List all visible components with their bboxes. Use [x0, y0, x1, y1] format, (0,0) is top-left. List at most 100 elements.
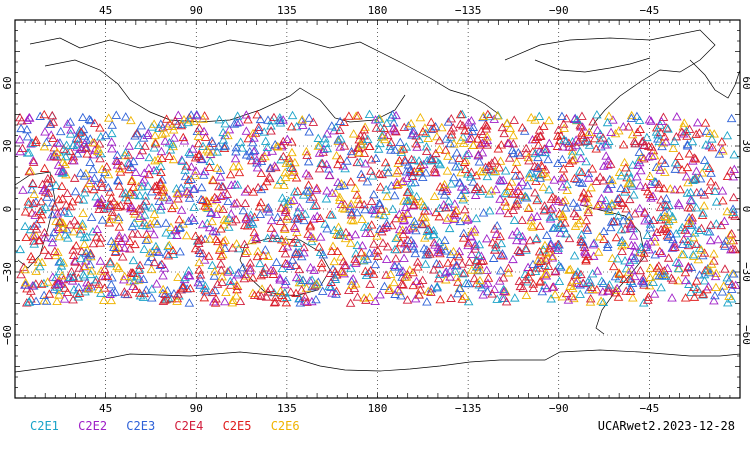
observation-marker: [57, 181, 67, 190]
observation-marker: [225, 276, 236, 285]
legend-item-c2e4: C2E4: [174, 419, 204, 433]
observation-marker: [635, 124, 645, 133]
observation-marker: [559, 223, 569, 232]
observation-marker: [718, 281, 729, 290]
observation-marker: [126, 115, 136, 125]
observation-marker: [200, 201, 210, 210]
observation-marker: [180, 165, 190, 174]
observation-marker: [704, 163, 715, 172]
observation-marker: [256, 291, 267, 300]
observation-marker: [381, 184, 391, 194]
observation-marker: [110, 247, 121, 256]
observation-marker: [722, 171, 733, 181]
observation-marker: [432, 281, 443, 291]
observation-marker: [569, 114, 580, 123]
observation-marker: [31, 266, 41, 275]
observation-marker: [446, 114, 457, 123]
legend: C2E1 C2E2 C2E3 C2E4 C2E5 C2E6: [30, 419, 312, 433]
observation-marker: [205, 234, 215, 243]
observation-marker: [626, 221, 636, 230]
observation-marker: [607, 175, 617, 185]
observation-marker: [458, 228, 469, 238]
observation-marker: [183, 117, 193, 127]
observation-marker: [30, 137, 41, 146]
observation-marker: [608, 261, 619, 271]
observation-marker: [547, 251, 558, 260]
observation-marker: [415, 160, 426, 169]
observation-marker: [24, 166, 35, 176]
observation-marker: [335, 230, 346, 239]
observation-marker: [483, 273, 494, 282]
observation-marker: [88, 137, 98, 147]
observation-marker: [151, 279, 162, 288]
observation-marker: [314, 242, 324, 251]
observation-marker: [287, 255, 298, 264]
observation-marker: [76, 144, 86, 153]
observation-marker: [605, 159, 616, 168]
observation-marker: [700, 118, 711, 127]
observation-marker: [62, 224, 72, 234]
observation-marker: [39, 245, 50, 254]
observation-marker: [333, 136, 343, 145]
observation-marker: [244, 146, 255, 156]
observation-marker: [291, 173, 302, 182]
observation-marker: [183, 265, 194, 275]
observation-marker: [556, 262, 566, 271]
observation-marker: [652, 227, 662, 236]
observation-marker: [62, 287, 73, 297]
observation-marker: [706, 168, 716, 177]
observation-marker: [174, 214, 185, 224]
observation-marker: [525, 235, 535, 245]
observation-marker: [169, 133, 179, 142]
observation-marker: [50, 250, 61, 260]
observation-marker: [495, 175, 505, 184]
observation-marker: [525, 267, 536, 276]
observation-marker: [223, 196, 233, 206]
observation-marker: [396, 279, 407, 288]
observation-marker: [104, 214, 115, 224]
observation-marker: [94, 279, 104, 288]
observation-marker: [404, 224, 415, 233]
lon-label-bottom: −45: [639, 402, 659, 415]
observation-marker: [170, 116, 181, 125]
observation-marker: [445, 138, 456, 148]
observation-marker: [245, 265, 256, 275]
observation-marker: [100, 167, 110, 176]
observation-marker: [571, 278, 582, 287]
observation-marker: [71, 240, 82, 250]
observation-marker: [51, 272, 61, 282]
observation-marker: [215, 243, 226, 252]
observation-marker: [231, 214, 241, 224]
observation-marker: [483, 278, 493, 287]
observation-marker: [74, 128, 85, 137]
observation-marker: [463, 238, 474, 247]
observation-marker: [74, 263, 85, 272]
observation-marker: [691, 276, 702, 285]
observation-marker: [366, 196, 377, 206]
observation-marker: [106, 137, 117, 146]
observation-marker: [173, 272, 183, 281]
observation-marker: [121, 201, 131, 211]
observation-marker: [301, 186, 312, 195]
observation-marker: [429, 237, 439, 247]
observation-marker: [380, 134, 390, 144]
observation-marker: [65, 117, 76, 126]
observation-marker: [584, 140, 595, 149]
observation-marker: [72, 142, 82, 151]
observation-marker: [112, 202, 123, 211]
observation-marker: [414, 134, 424, 144]
observation-marker: [166, 222, 176, 231]
observation-marker: [572, 275, 582, 284]
observation-marker: [376, 204, 387, 213]
observation-marker: [81, 283, 92, 292]
observation-marker: [300, 292, 310, 301]
observation-marker: [117, 252, 128, 261]
observation-marker: [530, 115, 540, 124]
observation-marker: [391, 168, 402, 177]
observation-marker: [460, 212, 471, 222]
observation-marker: [155, 177, 166, 186]
observation-marker: [228, 162, 239, 171]
observation-marker: [195, 248, 205, 257]
observation-marker: [234, 117, 245, 126]
observation-marker: [625, 283, 636, 292]
